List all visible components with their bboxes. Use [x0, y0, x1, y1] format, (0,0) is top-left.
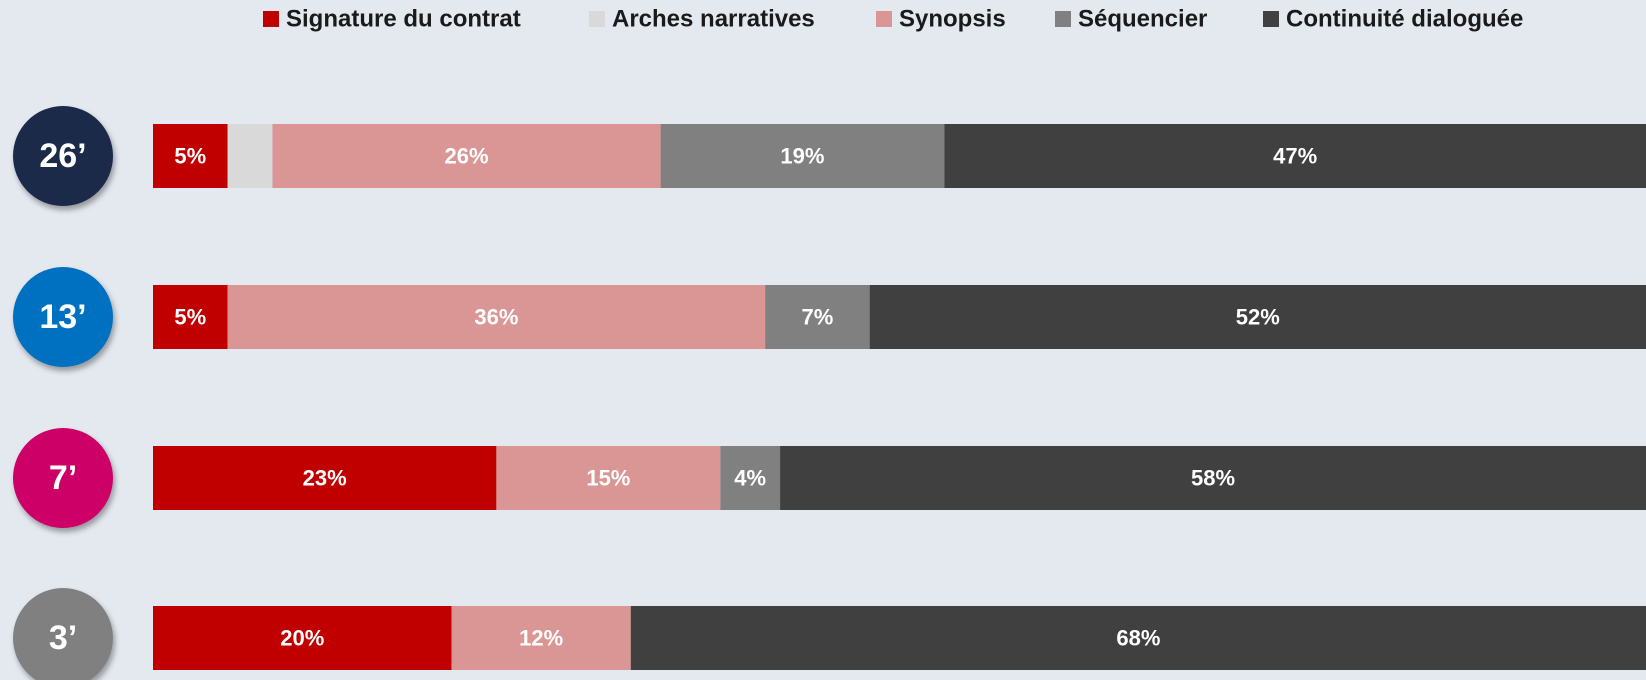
bar-segment — [451, 606, 631, 670]
bar-segment — [153, 606, 452, 670]
category-badge — [13, 428, 113, 528]
value-label: 20% — [280, 626, 324, 651]
value-label: 15% — [586, 466, 630, 491]
legend-label: Synopsis — [899, 6, 1006, 33]
value-label: 47% — [1273, 144, 1317, 169]
category-label: 3’ — [49, 619, 77, 657]
value-label: 19% — [780, 144, 824, 169]
legend-swatch — [1055, 11, 1071, 27]
bar-segment — [780, 446, 1646, 510]
bar-segment — [765, 285, 870, 349]
legend-swatch — [589, 11, 605, 27]
category-badge — [13, 588, 113, 680]
value-label: 26% — [445, 144, 489, 169]
value-label: 12% — [519, 626, 563, 651]
bar-segment — [153, 124, 228, 188]
value-label: 36% — [474, 305, 518, 330]
legend-label: Séquencier — [1078, 6, 1207, 33]
bars: 26’ 5% 26% 19% 47% 13’ 5% 36% 7% 52% 7’ 23% 15% 4% 58%… — [13, 106, 1646, 680]
value-label: 52% — [1236, 305, 1280, 330]
bar-segment — [496, 446, 721, 510]
legend-label: Arches narratives — [612, 6, 815, 33]
bar-segment — [272, 124, 661, 188]
category-badge — [13, 267, 113, 367]
legend-label: Signature du contrat — [286, 6, 521, 33]
legend-swatch — [1263, 11, 1279, 27]
value-label: 4% — [734, 466, 766, 491]
legend: Signature du contrat Arches narratives Syn… — [263, 6, 1523, 33]
category-label: 13’ — [39, 298, 86, 336]
bar-segment — [227, 124, 273, 188]
legend-swatch — [876, 11, 892, 27]
category-label: 26’ — [39, 137, 86, 175]
bar-segment — [720, 446, 781, 510]
bar-segment — [660, 124, 945, 188]
bar-segment — [153, 446, 497, 510]
legend-label: Continuité dialoguée — [1286, 6, 1523, 33]
value-label: 23% — [303, 466, 347, 491]
bar-segment — [630, 606, 1646, 670]
value-label: 58% — [1191, 466, 1235, 491]
category-label: 7’ — [49, 459, 77, 497]
value-label: 5% — [174, 305, 206, 330]
legend-swatch — [263, 11, 279, 27]
bar-segment — [869, 285, 1646, 349]
bar-segment — [153, 285, 228, 349]
bar-segment — [944, 124, 1646, 188]
value-label: 5% — [174, 144, 206, 169]
bar-segment — [227, 285, 766, 349]
category-badge — [13, 106, 113, 206]
value-label: 7% — [801, 305, 833, 330]
value-label: 68% — [1116, 626, 1160, 651]
